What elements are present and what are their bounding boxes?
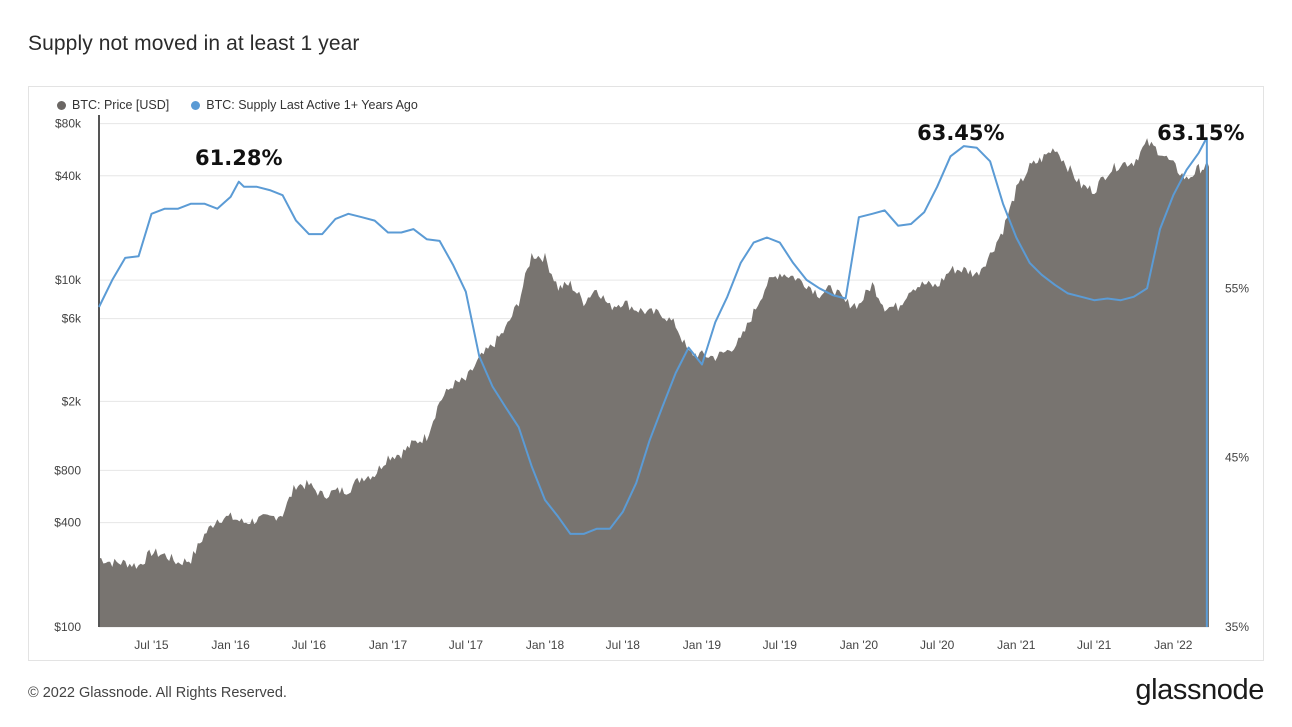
x-tick-label: Jan '19 [683, 638, 722, 652]
chart-plot: $100 $400 $800 $2k $6k $10k $40k $80k 35% 45% 55% J… [54, 115, 1249, 652]
page-title: Supply not moved in at least 1 year [28, 32, 360, 55]
y-right-tick-label: 45% [1225, 451, 1249, 465]
x-tick-label: Jul '19 [763, 638, 798, 652]
x-tick-label: Jul '18 [606, 638, 641, 652]
chart-legend: BTC: Price [USD] BTC: Supply Last Active… [57, 98, 418, 112]
legend-item-price[interactable]: BTC: Price [USD] [57, 98, 169, 112]
price-area-series [99, 138, 1209, 627]
peak-annotation-label: 61.28% [195, 146, 282, 170]
y-left-tick-label: $2k [62, 394, 82, 408]
legend-item-supply[interactable]: BTC: Supply Last Active 1+ Years Ago [191, 98, 418, 112]
x-tick-label: Jul '17 [449, 638, 484, 652]
x-tick-label: Jan '18 [526, 638, 565, 652]
y-right-tick-label: 35% [1225, 620, 1249, 634]
legend-label-supply: BTC: Supply Last Active 1+ Years Ago [206, 98, 418, 112]
x-tick-label: Jan '21 [997, 638, 1036, 652]
x-tick-label: Jul '15 [134, 638, 169, 652]
peak-annotation-label: 63.15% [1157, 121, 1244, 145]
x-tick-label: Jan '17 [369, 638, 408, 652]
y-left-tick-label: $800 [54, 463, 81, 477]
legend-label-price: BTC: Price [USD] [72, 98, 170, 112]
x-tick-label: Jan '20 [840, 638, 879, 652]
x-tick-label: Jan '22 [1154, 638, 1193, 652]
y-left-tick-label: $80k [55, 117, 82, 131]
peak-annotation-label: 63.45% [917, 121, 1004, 145]
x-tick-label: Jul '20 [920, 638, 955, 652]
price-legend-dot-icon [57, 100, 66, 110]
x-tick-label: Jul '16 [292, 638, 327, 652]
y-left-tick-label: $10k [55, 273, 82, 287]
copyright-text: © 2022 Glassnode. All Rights Reserved. [28, 685, 287, 701]
y-left-tick-label: $100 [54, 620, 81, 634]
x-tick-label: Jan '16 [211, 638, 250, 652]
y-left-tick-label: $6k [62, 312, 82, 326]
glassnode-logo: glassnode [1135, 674, 1264, 706]
y-right-tick-label: 55% [1225, 281, 1249, 295]
y-left-tick-label: $400 [54, 516, 81, 530]
supply-legend-dot-icon [191, 100, 201, 110]
chart-frame: BTC: Price [USD] BTC: Supply Last Active… [28, 86, 1264, 661]
x-tick-label: Jul '21 [1077, 638, 1112, 652]
y-left-tick-label: $40k [55, 169, 82, 183]
supply-line-series [98, 137, 1208, 535]
